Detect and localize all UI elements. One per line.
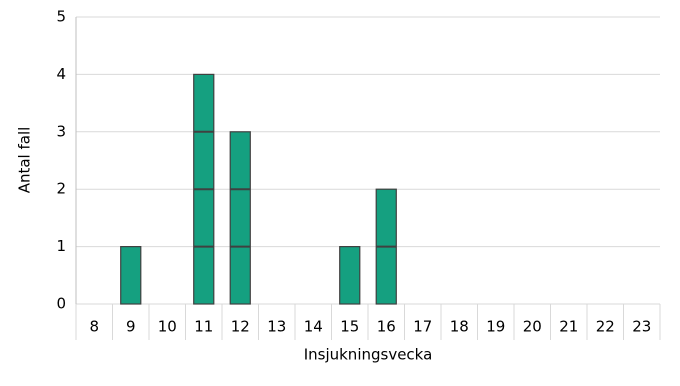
x-tick-label: 22 — [596, 318, 615, 336]
x-tick-label: 16 — [377, 318, 396, 336]
x-axis-label: Insjukningsvecka — [304, 346, 433, 364]
x-tick-label: 20 — [523, 318, 542, 336]
x-tick-label: 19 — [486, 318, 505, 336]
y-tick-label: 0 — [56, 295, 66, 313]
x-tick-label: 8 — [89, 318, 99, 336]
x-tick-label: 13 — [267, 318, 286, 336]
y-tick-label: 1 — [56, 237, 66, 255]
x-tick-label: 11 — [194, 318, 213, 336]
y-tick-label: 4 — [56, 65, 66, 83]
x-tick-label: 17 — [413, 318, 432, 336]
y-tick-label: 2 — [56, 180, 66, 198]
bar — [339, 246, 361, 305]
bar — [120, 246, 142, 305]
y-tick-label: 5 — [56, 8, 66, 26]
x-tick-label: 21 — [559, 318, 578, 336]
x-tick-label: 9 — [126, 318, 136, 336]
y-tick-label: 3 — [56, 122, 66, 140]
bar — [229, 131, 251, 305]
y-axis-label: Antal fall — [16, 127, 34, 194]
x-tick-label: 18 — [450, 318, 469, 336]
x-tick-label: 14 — [304, 318, 323, 336]
x-tick-label: 10 — [158, 318, 177, 336]
x-tick-label: 12 — [231, 318, 250, 336]
x-tick-label: 23 — [632, 318, 651, 336]
x-tick-label: 15 — [340, 318, 359, 336]
